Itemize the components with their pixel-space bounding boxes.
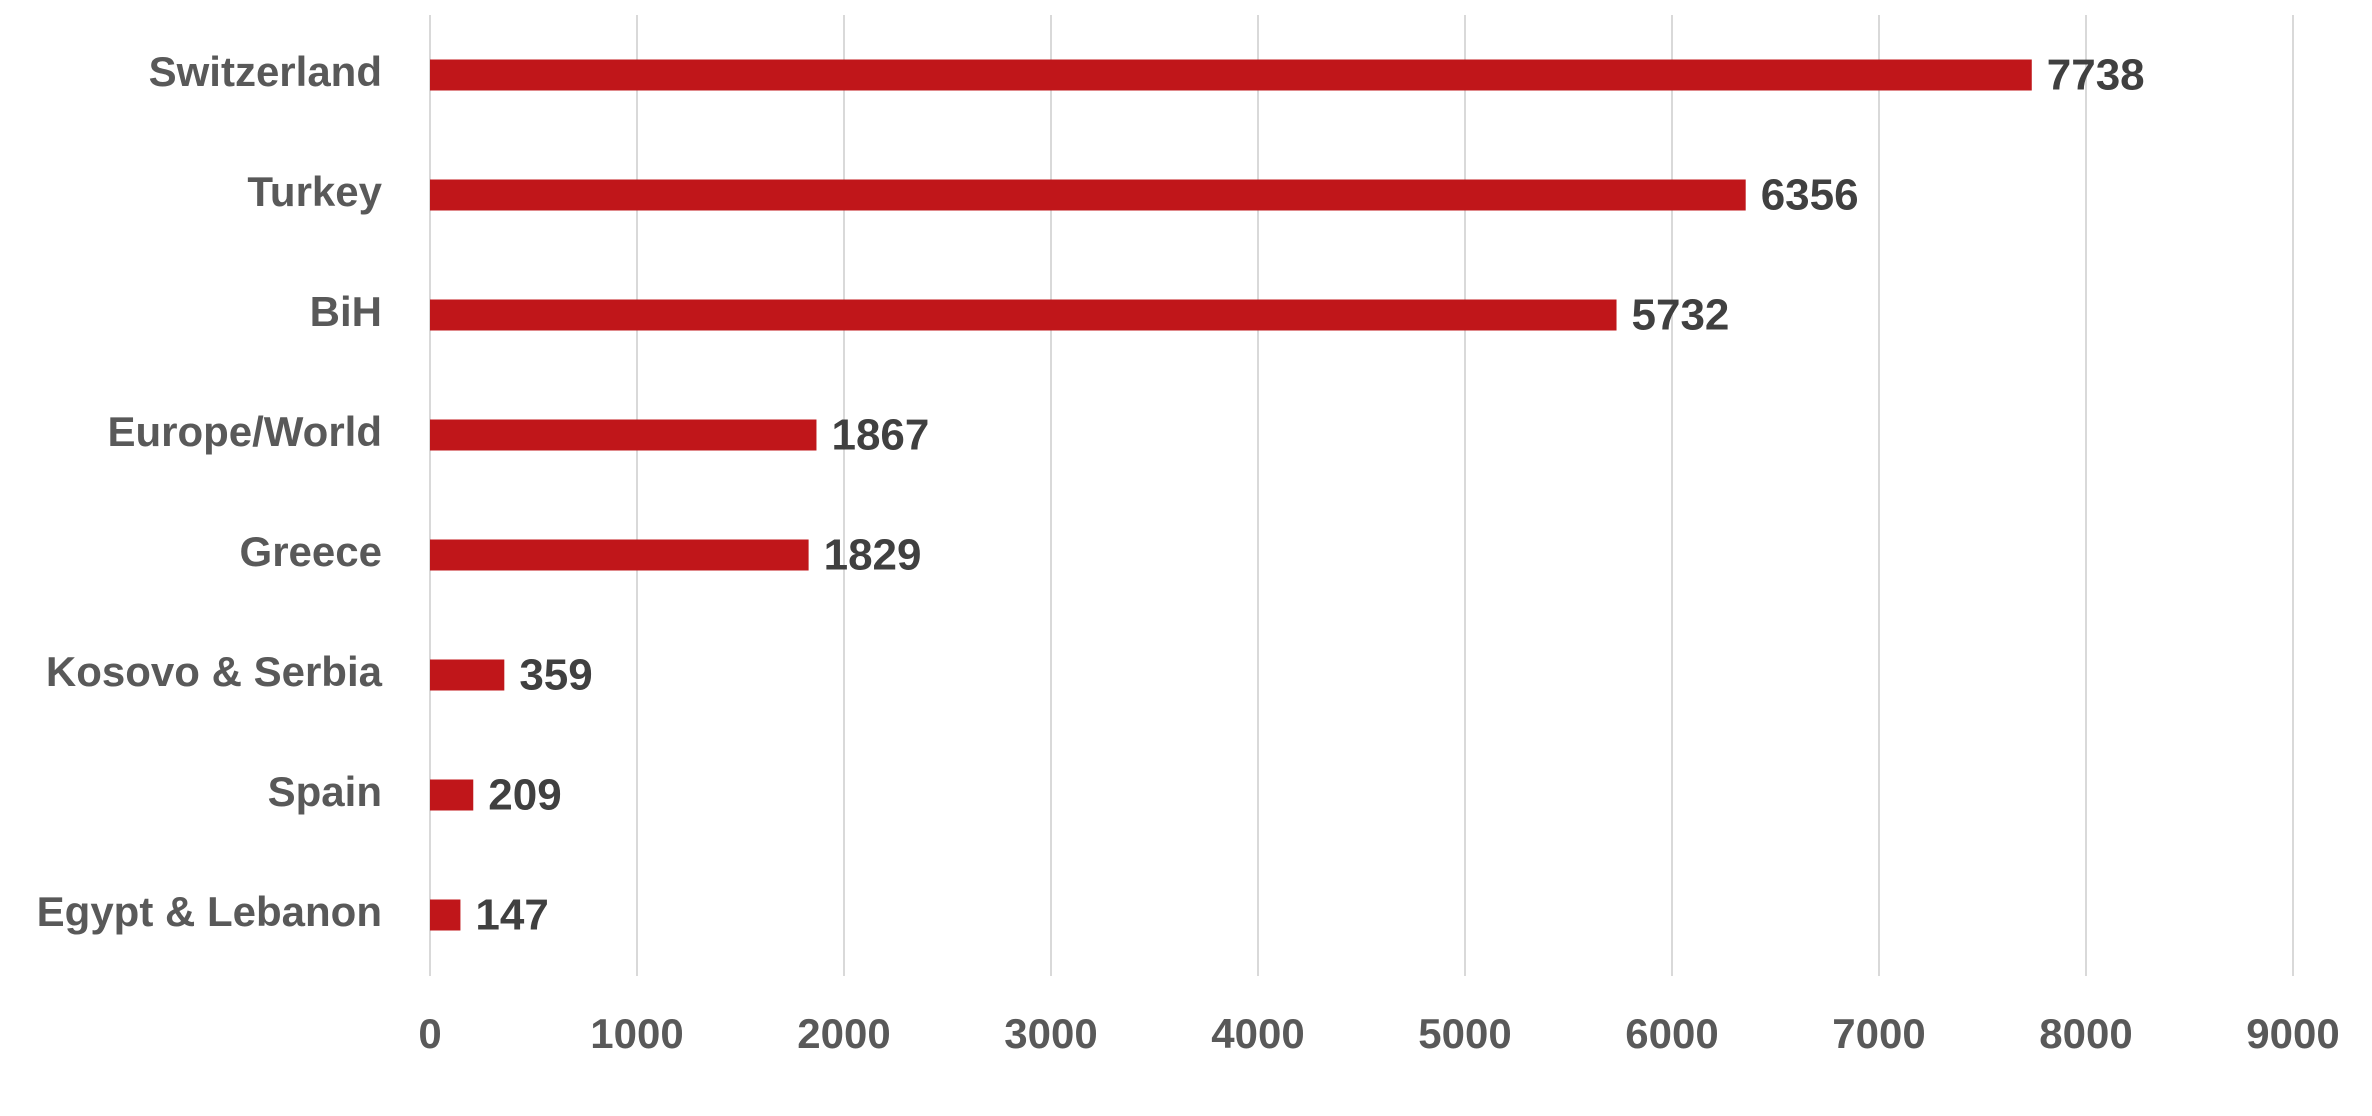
y-tick-label: Greece [240,528,382,575]
value-label: 1867 [831,411,929,460]
value-label: 209 [488,771,561,820]
y-tick-label: Spain [268,768,382,815]
x-tick-label: 1000 [590,1010,683,1057]
bar [430,899,461,931]
bar [430,539,809,571]
value-label: 147 [475,891,548,940]
x-tick-label: 0 [418,1010,441,1057]
value-label: 7738 [2047,51,2145,100]
x-tick-label: 2000 [797,1010,890,1057]
y-tick-label: Kosovo & Serbia [46,648,383,695]
x-tick-label: 4000 [1211,1010,1304,1057]
bar [430,779,474,811]
bar [430,419,817,451]
value-label: 5732 [1632,291,1730,340]
bar [430,299,1617,331]
value-label: 359 [519,651,592,700]
y-tick-label: Europe/World [107,408,382,455]
value-label: 6356 [1761,171,1859,220]
y-tick-label: Switzerland [149,48,382,95]
x-tick-label: 3000 [1004,1010,1097,1057]
x-tick-label: 7000 [1832,1010,1925,1057]
y-tick-label: Egypt & Lebanon [37,888,382,935]
x-tick-label: 5000 [1418,1010,1511,1057]
bar [430,659,505,691]
x-tick-label: 6000 [1625,1010,1718,1057]
y-tick-label: Turkey [247,168,382,215]
value-label: 1829 [824,531,922,580]
x-tick-label: 9000 [2246,1010,2339,1057]
bar [430,59,2032,91]
x-tick-label: 8000 [2039,1010,2132,1057]
bar [430,179,1746,211]
y-tick-label: BiH [310,288,382,335]
